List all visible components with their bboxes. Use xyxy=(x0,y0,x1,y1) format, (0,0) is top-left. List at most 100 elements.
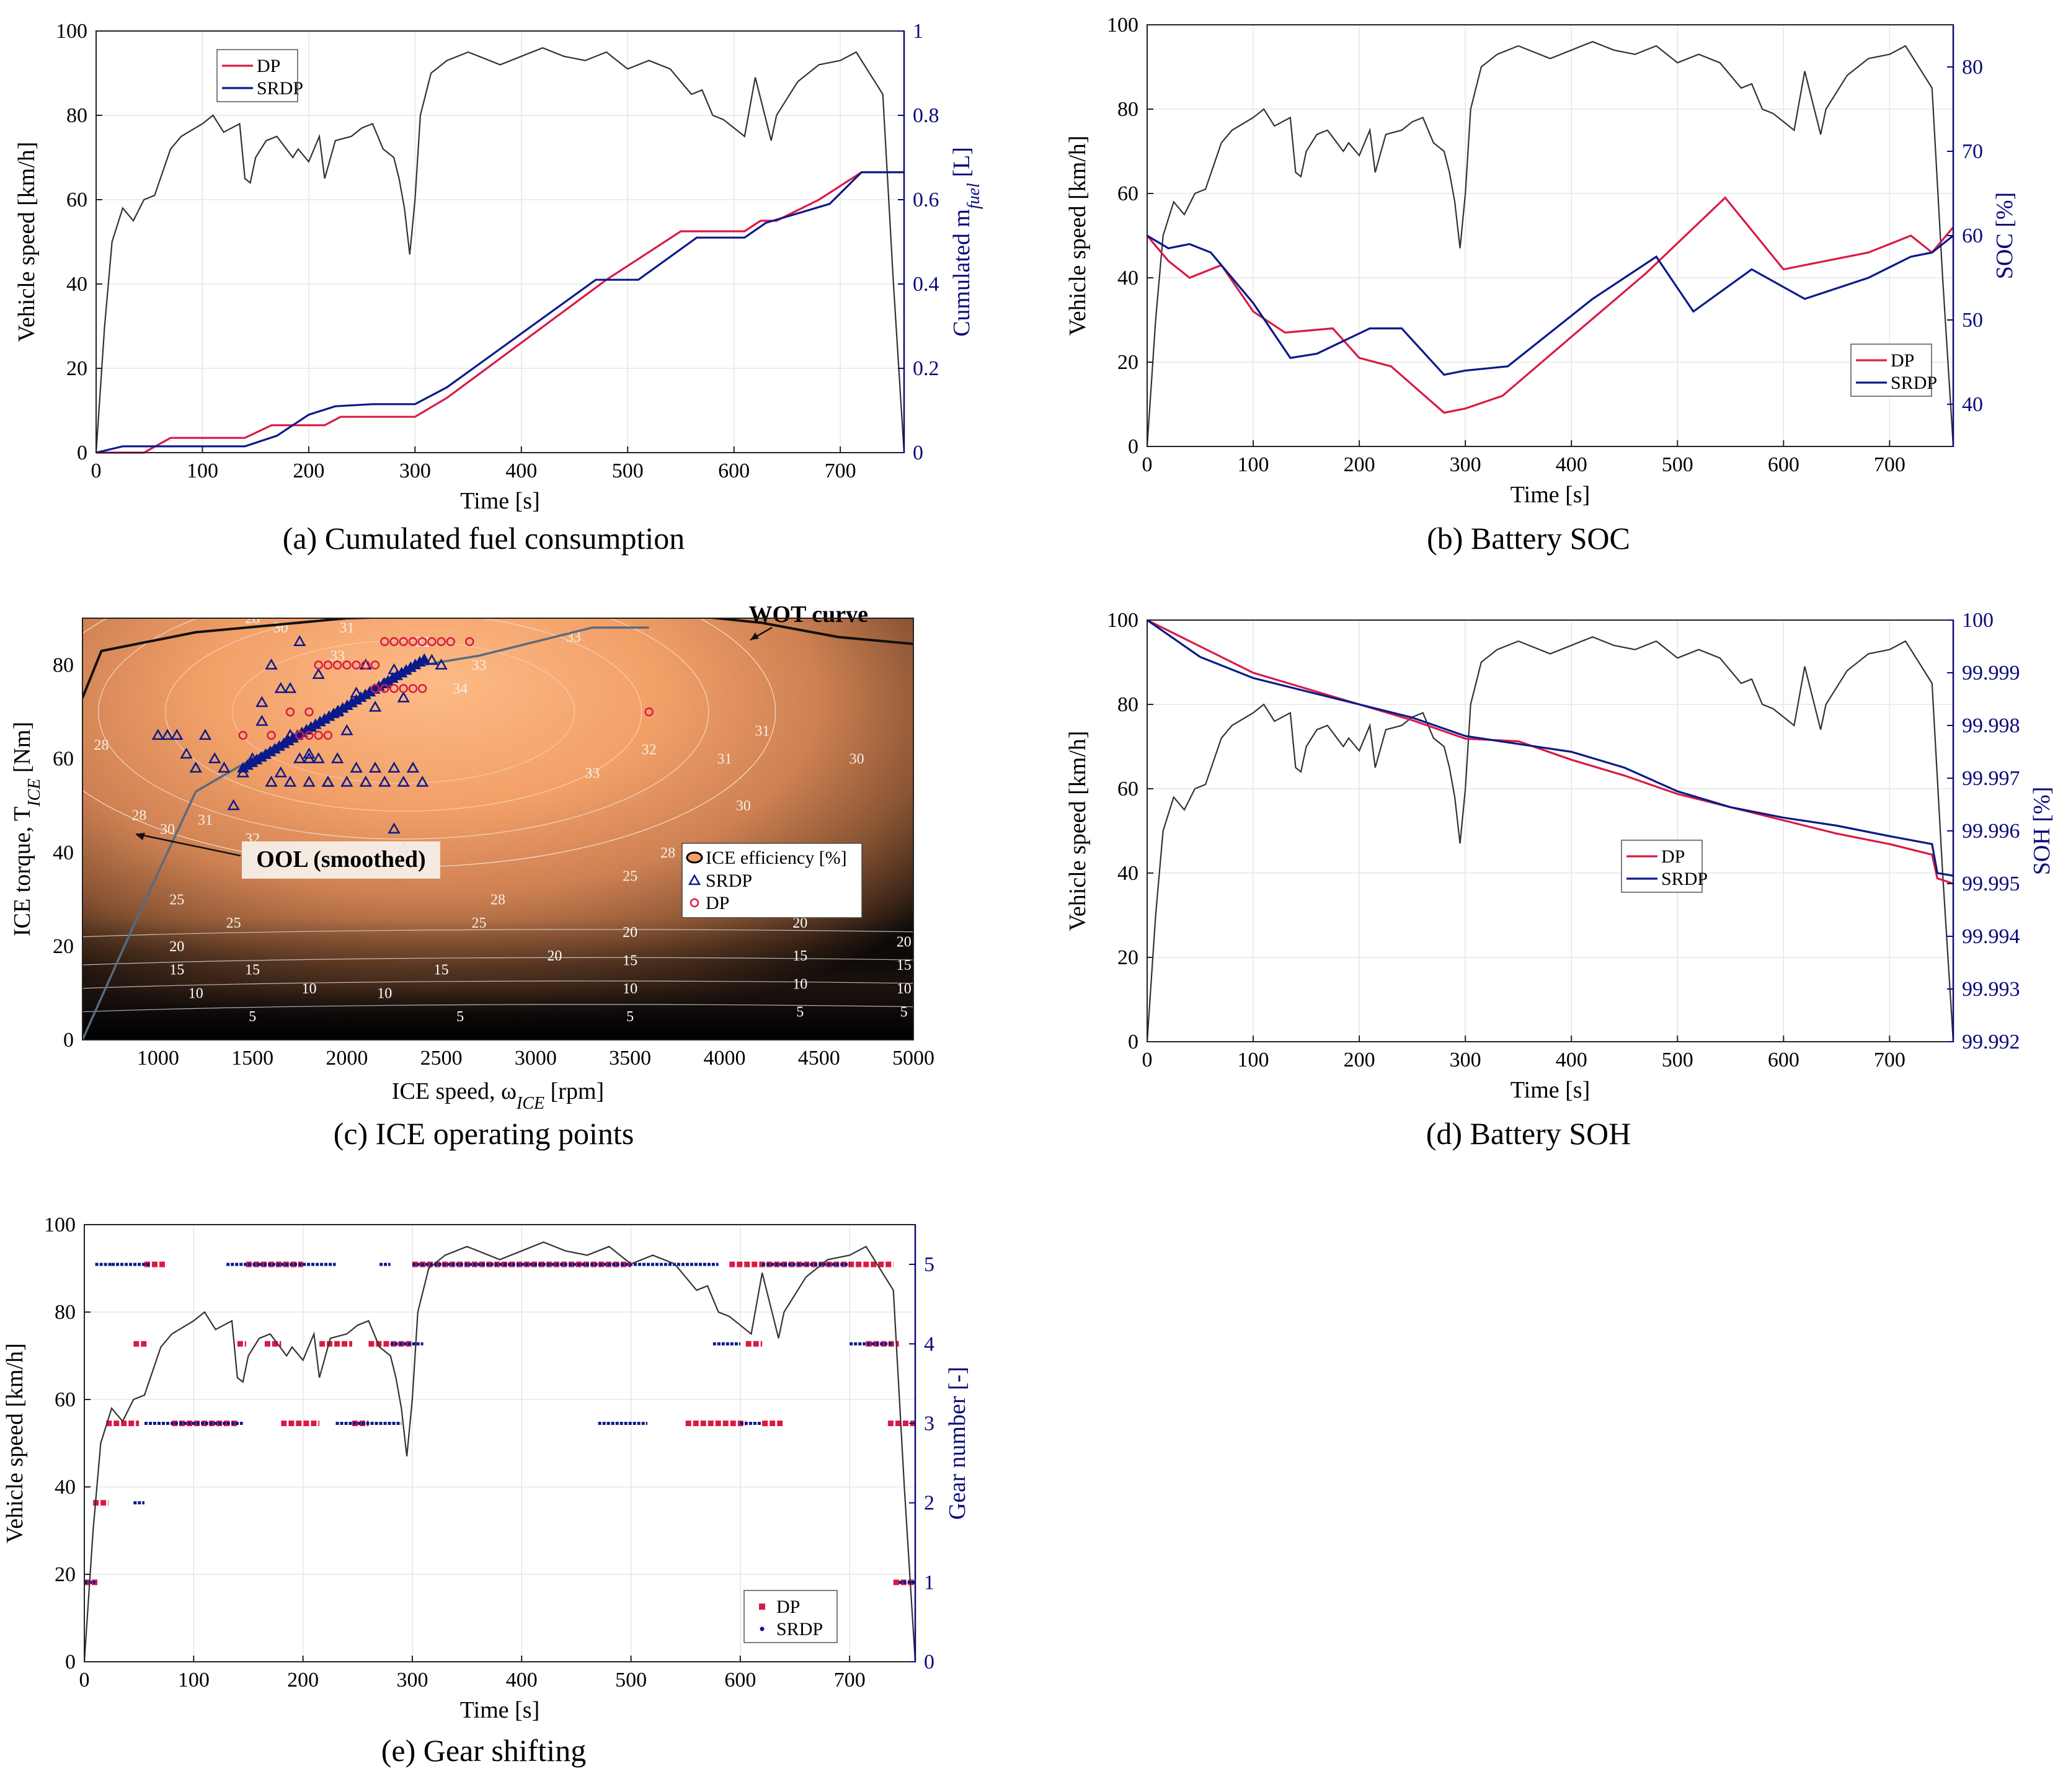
y-tick-label: 80 xyxy=(66,104,87,127)
srdp-point xyxy=(388,822,401,834)
x-tick-label: 0 xyxy=(1142,1049,1153,1071)
srdp-point xyxy=(293,752,306,763)
panel-c: 2830313233343433282830313230282830333231… xyxy=(9,601,934,1151)
vehicle-speed-line xyxy=(1146,41,1954,447)
contour-value-label: 15 xyxy=(623,953,637,969)
panel-caption: (a) Cumulated fuel consumption xyxy=(283,521,685,556)
legend-marker xyxy=(686,851,703,864)
dp-point xyxy=(465,637,474,647)
contour-value-label: 25 xyxy=(226,915,241,931)
contour-value-label: 5 xyxy=(900,1005,908,1021)
x-tick-label: 300 xyxy=(396,1669,428,1692)
contour-value-label: 31 xyxy=(198,812,213,828)
x-tick-label: 500 xyxy=(612,459,644,482)
y2-tick-label: 99.995 xyxy=(1962,872,2020,895)
legend-label: ICE efficiency [%] xyxy=(706,848,847,868)
contour-value-label: 15 xyxy=(169,962,184,978)
dp-series-line xyxy=(96,171,904,454)
dp-point xyxy=(238,730,248,740)
srdp-point xyxy=(397,691,410,703)
panel-e: 0 100 200 300 400 500 600 700 0 20 40 60 80 100 0 1 2 3 4 5… xyxy=(2,1213,970,1768)
contour-value-label: 10 xyxy=(377,985,392,1001)
y-tick-label: 60 xyxy=(1117,778,1138,801)
x-tick-label: 100 xyxy=(178,1669,210,1692)
legend-label: DP xyxy=(776,1597,800,1617)
dp-point xyxy=(342,660,352,670)
contour-value-label: 28 xyxy=(131,807,146,823)
contour-value-label: 32 xyxy=(642,742,657,758)
dp-point xyxy=(380,637,389,647)
srdp-point xyxy=(388,761,401,773)
contour-value-label: 20 xyxy=(169,939,184,955)
legend-label: DP xyxy=(706,893,729,913)
srdp-point xyxy=(303,747,316,759)
srdp-point xyxy=(171,729,184,740)
y2-axis-label-unit: [L] xyxy=(949,147,975,183)
y-tick-label: 80 xyxy=(55,1301,76,1324)
srdp-point xyxy=(435,659,448,670)
srdp-point xyxy=(359,775,372,787)
y-tick-label: 80 xyxy=(1117,98,1138,121)
y2-tick-label: 0.8 xyxy=(913,104,939,127)
y-axis-label-sub: ICE xyxy=(25,779,44,807)
x-tick-label: 3500 xyxy=(609,1047,651,1070)
y2-tick-label: 70 xyxy=(1962,140,1983,163)
dp-point xyxy=(399,637,408,647)
y-tick-label: 40 xyxy=(53,841,74,864)
y-tick-label: 0 xyxy=(1128,1031,1138,1053)
y-tick-label: 20 xyxy=(55,1563,76,1586)
contour-value-label: 20 xyxy=(547,948,562,964)
y-axis-label: Vehicle speed [km/h] xyxy=(1065,731,1091,931)
srdp-point xyxy=(208,752,221,763)
y2-tick-label: 99.992 xyxy=(1962,1031,2020,1053)
srdp-point xyxy=(340,724,353,735)
y2-tick-label: 5 xyxy=(924,1253,934,1276)
y-tick-label: 60 xyxy=(1117,182,1138,205)
y-tick-label: 0 xyxy=(1128,435,1138,458)
y2-axis-label: Gear number [-] xyxy=(944,1367,970,1520)
contour-line xyxy=(82,957,913,965)
y-tick-label: 60 xyxy=(55,1388,76,1411)
dp-point xyxy=(644,707,654,717)
y2-tick-label: 99.994 xyxy=(1962,925,2020,948)
y2-tick-label: 40 xyxy=(1962,393,1983,416)
srdp-point xyxy=(303,752,316,763)
ool-arrow xyxy=(136,833,241,857)
contour-value-label: 28 xyxy=(660,845,675,861)
x-tick-label: 200 xyxy=(1344,453,1375,476)
legend-box xyxy=(681,843,863,918)
x-tick-label: 3000 xyxy=(515,1047,557,1070)
dp-point xyxy=(352,660,361,670)
srdp-point xyxy=(255,714,268,726)
y-tick-label: 60 xyxy=(53,748,74,771)
legend-label: SRDP xyxy=(1661,869,1708,889)
dp-point xyxy=(417,684,427,693)
dp-point xyxy=(408,637,418,647)
contour-line xyxy=(98,618,709,840)
x-tick-label: 400 xyxy=(1556,1049,1587,1071)
panel-d: 0 100 200 300 400 500 600 700 0 20 40 60 80 100 99.992… xyxy=(1065,609,2055,1151)
y2-tick-label: 0.2 xyxy=(913,357,939,380)
contour-value-label: 33 xyxy=(585,765,600,781)
contour-value-label: 34 xyxy=(566,606,581,622)
contour-value-label: 10 xyxy=(301,981,316,997)
contour-line xyxy=(82,1004,913,1013)
contour-value-label: 34 xyxy=(453,681,468,697)
x-tick-label: 100 xyxy=(187,459,218,482)
y2-axis-label: SOC [%] xyxy=(1992,192,2018,279)
srdp-point xyxy=(236,766,250,778)
dp-series-line xyxy=(1147,619,1954,885)
panel-caption: (e) Gear shifting xyxy=(381,1733,586,1768)
dp-point xyxy=(370,684,380,693)
contour-line xyxy=(232,640,575,784)
dp-point xyxy=(314,730,323,740)
y2-tick-label: 2 xyxy=(924,1492,934,1515)
legend-marker xyxy=(760,1626,765,1631)
x-tick-label: 4000 xyxy=(703,1047,745,1070)
x-axis-label: Time [s] xyxy=(460,488,539,514)
low-torque-band xyxy=(82,918,913,1040)
srdp-point xyxy=(265,659,278,670)
dp-point xyxy=(427,637,437,647)
srdp-point xyxy=(312,668,325,679)
x-tick-label: 200 xyxy=(287,1669,319,1692)
